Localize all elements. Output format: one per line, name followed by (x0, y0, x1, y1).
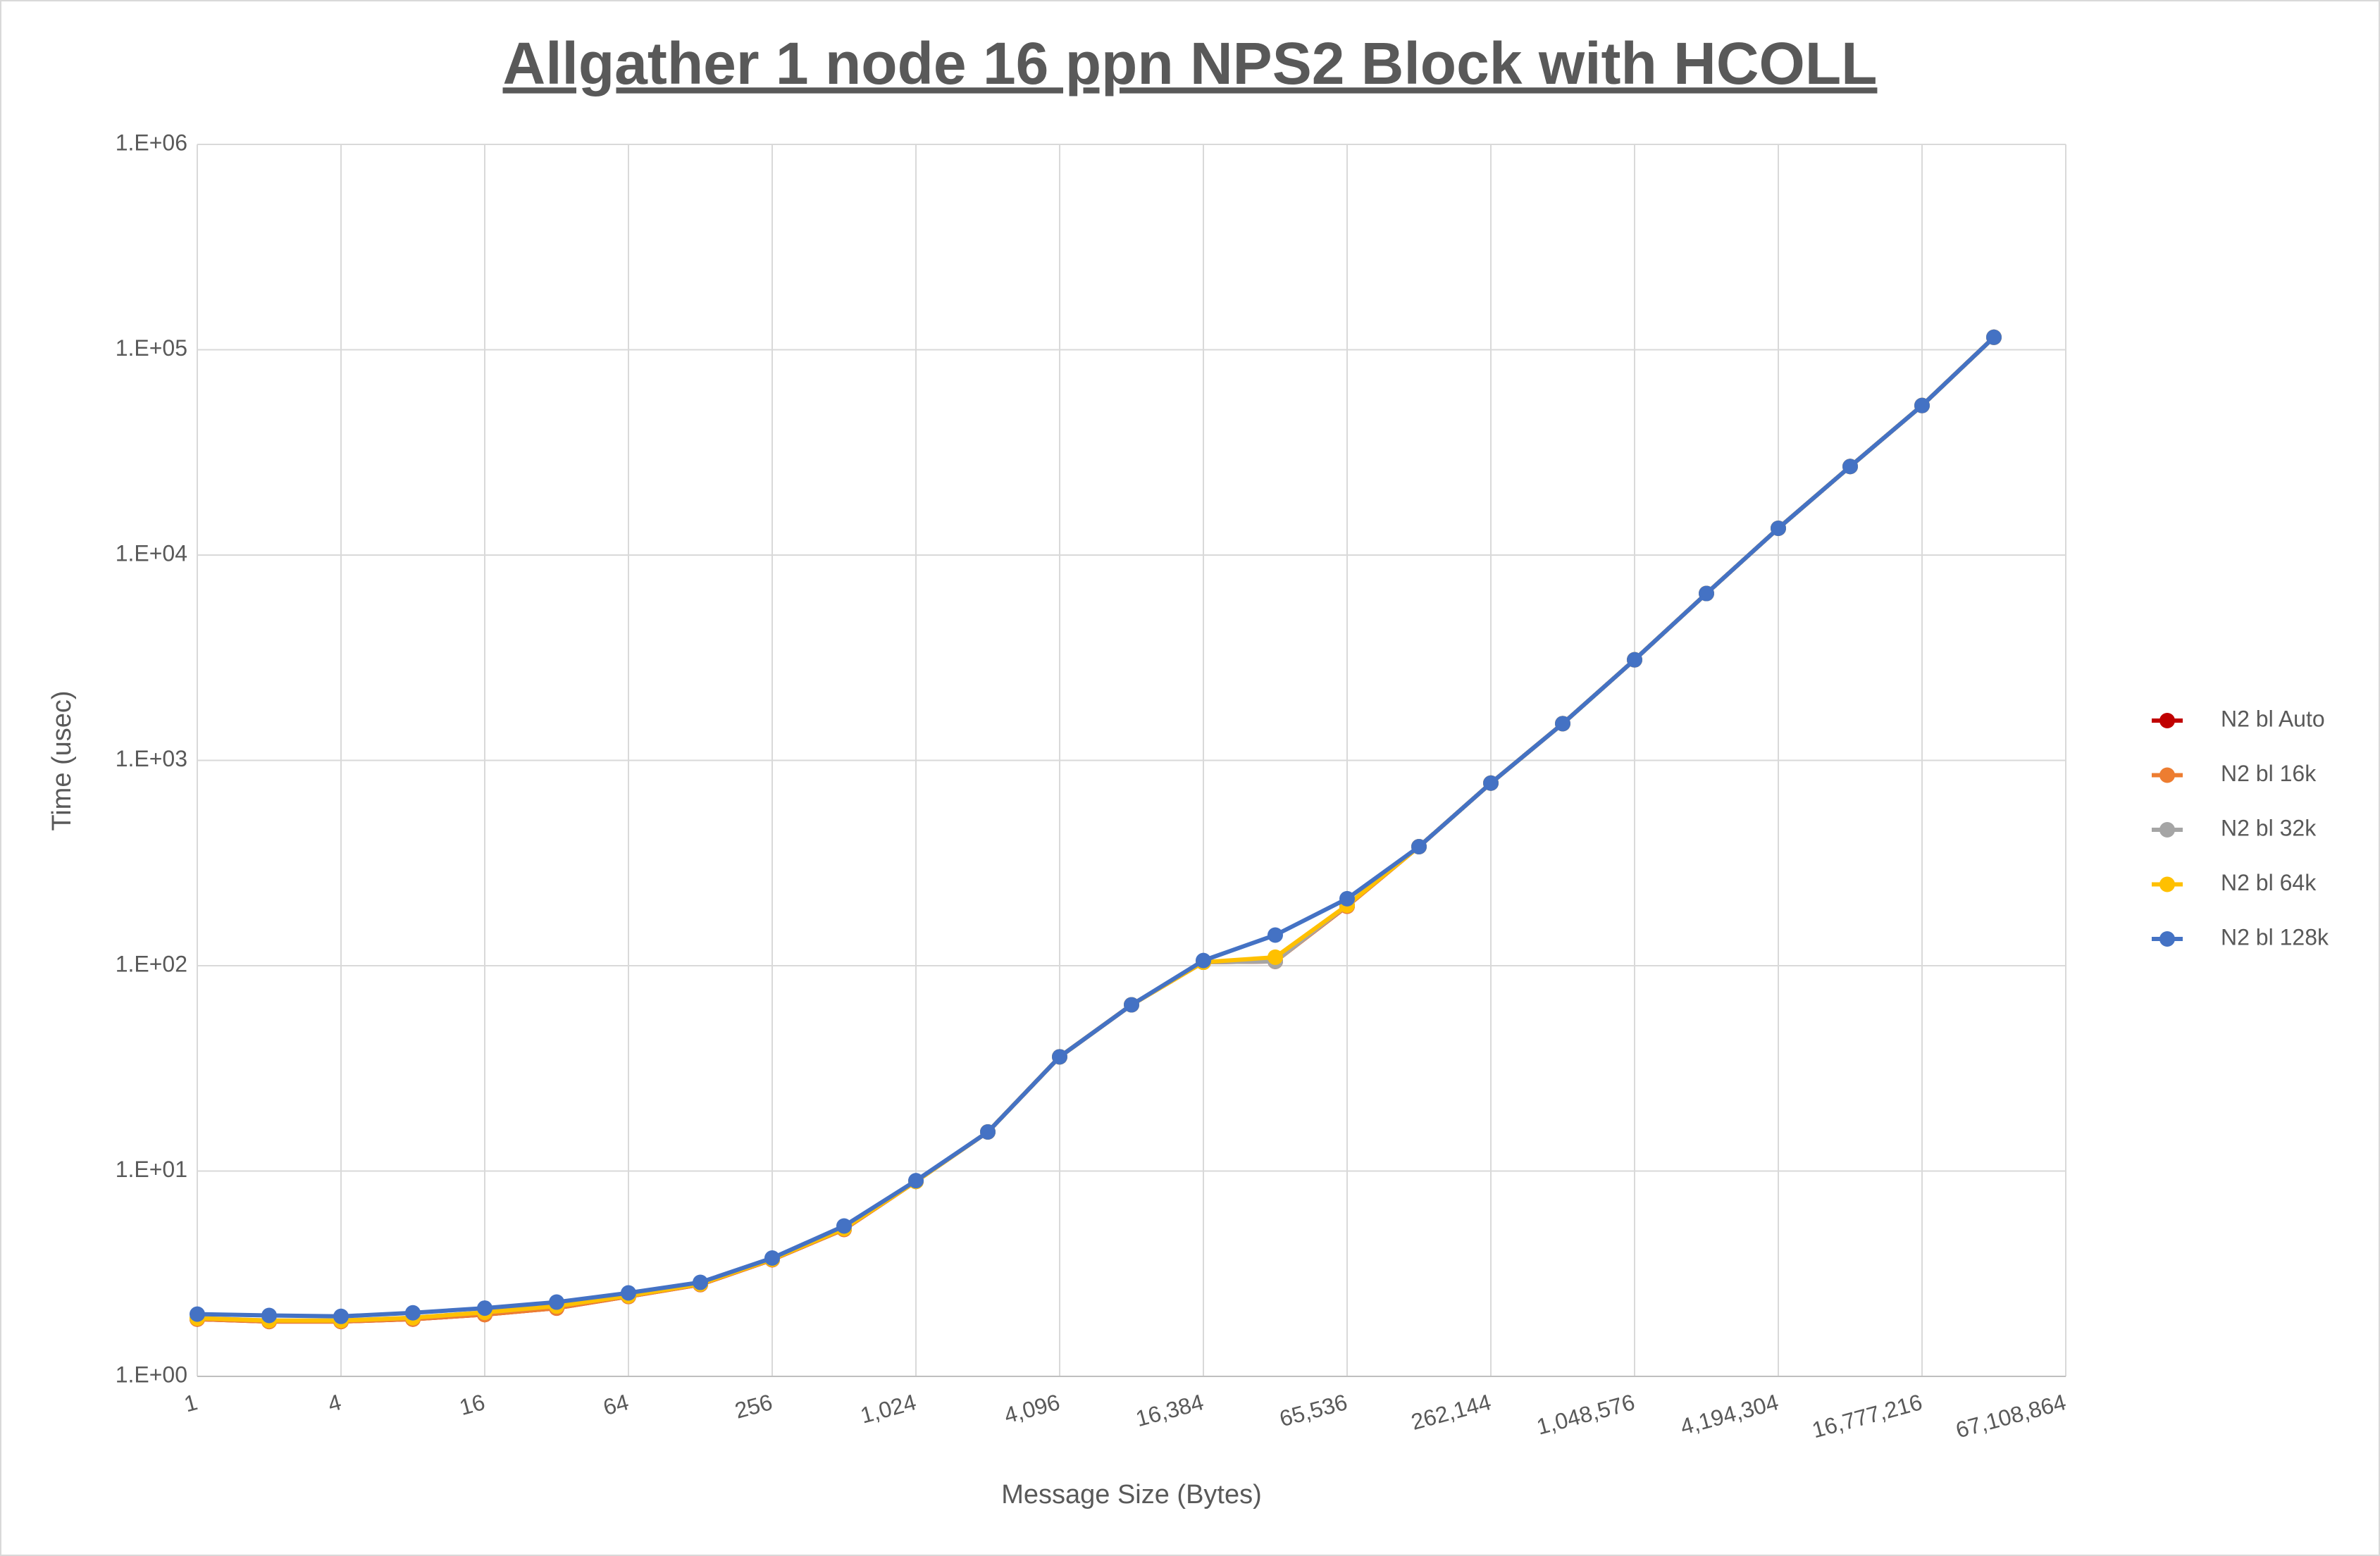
legend-marker (2159, 767, 2175, 783)
y-tick-label: 1.E+02 (116, 951, 187, 976)
data-point (333, 1308, 349, 1324)
data-point (549, 1294, 564, 1310)
legend-label: N2 bl Auto (2221, 706, 2325, 731)
data-point (1699, 585, 1714, 602)
data-point (1914, 397, 1930, 413)
data-point (1196, 952, 1211, 969)
legend-marker (2159, 822, 2175, 838)
data-point (1052, 1049, 1067, 1065)
y-tick-label: 1.E+01 (116, 1157, 187, 1182)
data-point (405, 1305, 421, 1321)
data-point (1986, 329, 2002, 345)
data-point (190, 1306, 205, 1322)
data-point (1268, 927, 1283, 943)
x-axis-title: Message Size (Bytes) (1001, 1480, 1262, 1510)
y-axis-title: Time (usec) (47, 690, 77, 830)
data-point (261, 1307, 277, 1324)
data-point (836, 1218, 852, 1234)
data-point (1411, 838, 1427, 854)
data-point (477, 1300, 492, 1317)
y-tick-label: 1.E+03 (116, 746, 187, 771)
data-point (1555, 716, 1570, 732)
y-tick-label: 1.E+04 (116, 540, 187, 566)
data-point (1268, 949, 1283, 965)
legend-label: N2 bl 32k (2221, 815, 2317, 840)
legend-label: N2 bl 128k (2221, 924, 2329, 950)
data-point (621, 1285, 636, 1301)
data-point (1842, 459, 1858, 475)
legend-marker (2159, 931, 2175, 947)
y-tick-label: 1.E+00 (116, 1362, 187, 1387)
data-point (908, 1173, 924, 1189)
chart-title: Allgather 1 node 16 ppn NPS2 Block with … (503, 30, 1878, 97)
data-point (764, 1250, 780, 1266)
legend-marker (2159, 876, 2175, 892)
data-point (1771, 521, 1786, 537)
y-tick-label: 1.E+06 (116, 130, 187, 155)
data-point (1339, 890, 1355, 907)
legend-marker (2159, 713, 2175, 728)
data-point (1124, 997, 1139, 1013)
data-point (980, 1124, 996, 1140)
legend-label: N2 bl 16k (2221, 761, 2317, 786)
data-point (1627, 652, 1642, 668)
series-line (197, 335, 1996, 1319)
data-point (693, 1274, 708, 1290)
data-point (1483, 775, 1499, 791)
y-tick-label: 1.E+05 (116, 335, 187, 361)
legend-label: N2 bl 64k (2221, 870, 2317, 895)
